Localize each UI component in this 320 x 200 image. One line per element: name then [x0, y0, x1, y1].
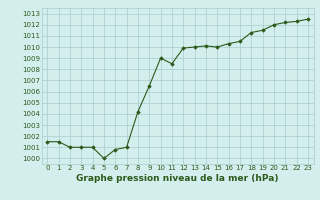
X-axis label: Graphe pression niveau de la mer (hPa): Graphe pression niveau de la mer (hPa) [76, 174, 279, 183]
